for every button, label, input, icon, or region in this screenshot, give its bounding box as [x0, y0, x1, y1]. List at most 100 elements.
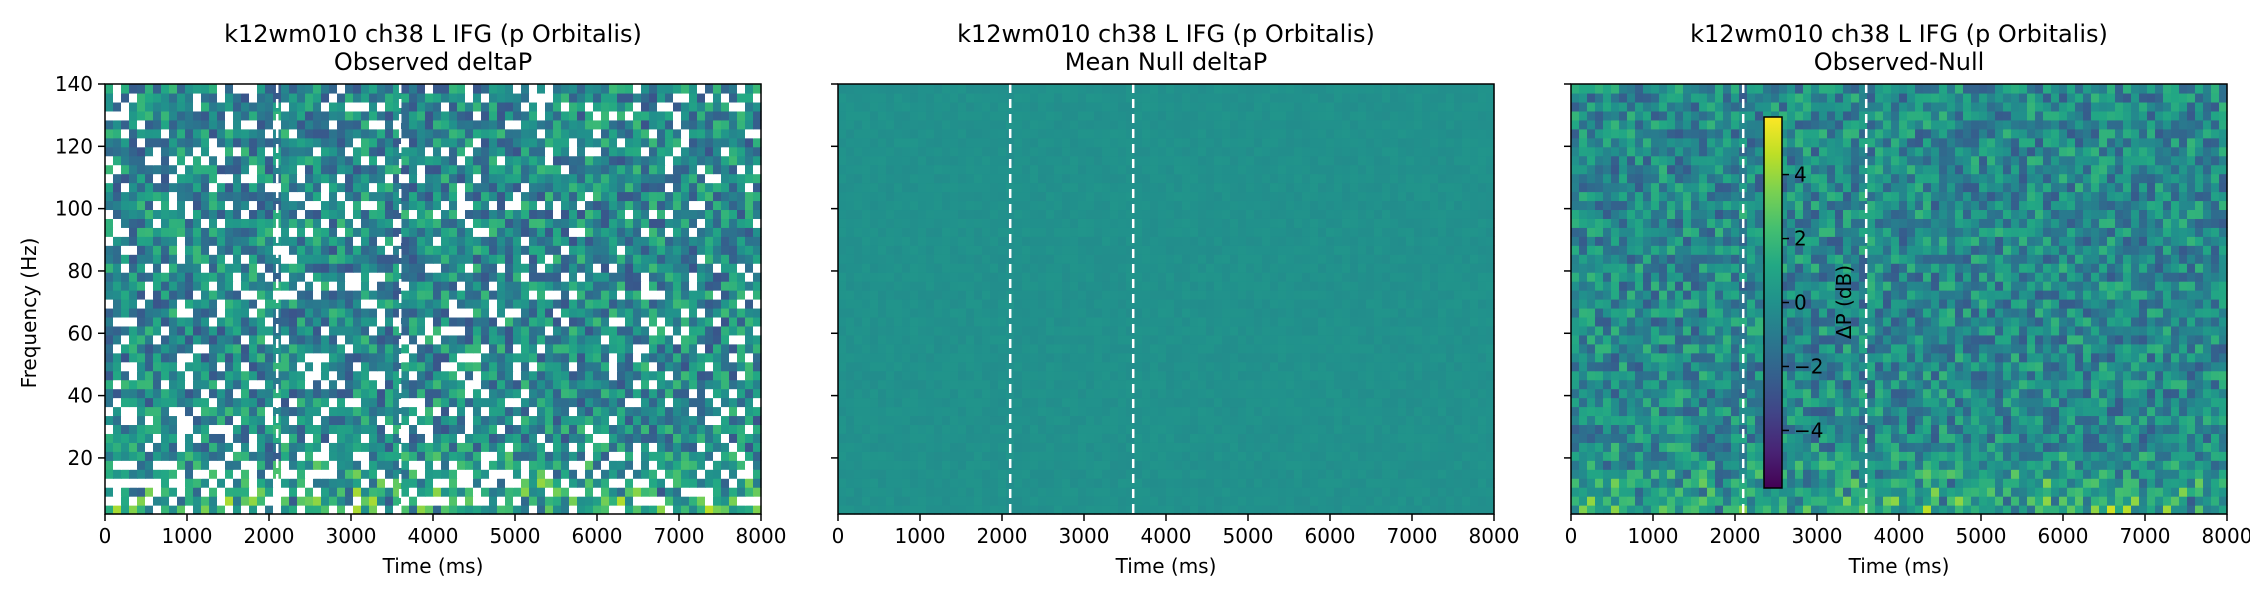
heatmap-cell: [369, 496, 378, 506]
heatmap-cell: [1254, 469, 1263, 479]
heatmap-cell: [545, 110, 554, 121]
heatmap-cell: [641, 299, 650, 309]
heatmap-cell: [1046, 433, 1055, 443]
heatmap-cell: [497, 379, 506, 390]
heatmap-cell: [177, 325, 186, 336]
heatmap-cell: [185, 307, 194, 318]
heatmap-cell: [257, 245, 266, 255]
heatmap-cell: [1062, 406, 1071, 417]
heatmap-cell: [257, 155, 266, 166]
heatmap-cell: [489, 424, 498, 434]
heatmap-cell: [1174, 424, 1183, 434]
heatmap-cell: [705, 496, 714, 506]
heatmap-cell: [465, 352, 474, 363]
heatmap-cell: [1246, 469, 1255, 479]
heatmap-cell: [337, 397, 346, 408]
heatmap-cell: [393, 352, 402, 363]
heatmap-cell: [689, 406, 698, 417]
heatmap-cell: [513, 460, 522, 470]
heatmap-cell: [609, 137, 618, 148]
heatmap-cell: [601, 200, 610, 211]
heatmap-cell: [409, 209, 418, 219]
heatmap-cell: [249, 137, 258, 148]
heatmap-cell: [393, 406, 402, 417]
heatmap-cell: [385, 191, 394, 202]
heatmap-cell: [705, 254, 714, 264]
heatmap-cell: [137, 155, 146, 166]
heatmap-cell: [449, 424, 458, 434]
heatmap-cell: [521, 92, 530, 103]
heatmap-cell: [982, 397, 991, 408]
heatmap-cell: [513, 182, 522, 193]
heatmap-cell: [225, 84, 234, 94]
heatmap-cell: [121, 236, 130, 246]
heatmap-cell: [145, 218, 154, 228]
heatmap-cell: [537, 299, 546, 309]
heatmap-cell: [1342, 424, 1351, 434]
heatmap-cell: [681, 218, 690, 228]
heatmap-cell: [225, 460, 234, 470]
heatmap-cell: [1150, 487, 1159, 497]
heatmap-cell: [1230, 460, 1239, 470]
heatmap-cell: [1238, 433, 1247, 443]
heatmap-cell: [1454, 496, 1463, 506]
heatmap-cell: [846, 406, 855, 417]
heatmap-cell: [249, 191, 258, 202]
heatmap-cell: [337, 84, 346, 94]
heatmap-cell: [585, 119, 594, 130]
heatmap-cell: [1102, 424, 1111, 434]
heatmap-cell: [249, 272, 258, 282]
heatmap-cell: [449, 316, 458, 327]
heatmap-cell: [705, 119, 714, 130]
heatmap-cell: [257, 460, 266, 470]
heatmap-cell: [942, 505, 951, 515]
heatmap-cell: [401, 101, 410, 112]
heatmap-cell: [713, 290, 722, 300]
heatmap-cell: [609, 307, 618, 318]
heatmap-cell: [201, 209, 210, 219]
heatmap-cell: [1382, 487, 1391, 497]
heatmap-cell: [481, 101, 490, 112]
heatmap-cell: [377, 505, 386, 515]
heatmap-cell: [497, 191, 506, 202]
heatmap-cell: [713, 388, 722, 399]
heatmap-cell: [665, 119, 674, 130]
heatmap-cell: [721, 101, 730, 112]
heatmap-cell: [241, 146, 250, 157]
heatmap-cell: [1406, 460, 1415, 470]
heatmap-cell: [1262, 469, 1271, 479]
heatmap-cell: [441, 209, 450, 219]
heatmap-cell: [1014, 469, 1023, 479]
heatmap-cell: [753, 343, 762, 354]
heatmap-cell: [497, 272, 506, 282]
heatmap-cell: [1118, 505, 1127, 515]
heatmap-cell: [886, 478, 895, 488]
heatmap-cell: [617, 254, 626, 264]
heatmap-cell: [257, 101, 266, 112]
heatmap-cell: [918, 478, 927, 488]
heatmap-cell: [249, 478, 258, 488]
heatmap-cell: [497, 460, 506, 470]
heatmap-cell: [950, 496, 959, 506]
heatmap-cell: [497, 352, 506, 363]
heatmap-cell: [345, 379, 354, 390]
heatmap-cell: [353, 316, 362, 327]
heatmap-cell: [553, 200, 562, 211]
heatmap-cell: [401, 218, 410, 228]
heatmap-cell: [409, 92, 418, 103]
heatmap-cell: [1054, 451, 1063, 461]
heatmap-cell: [473, 272, 482, 282]
heatmap-cell: [329, 325, 338, 336]
heatmap-cell: [513, 191, 522, 202]
heatmap-cell: [1246, 496, 1255, 506]
heatmap-cell: [425, 272, 434, 282]
heatmap-cell: [1182, 487, 1191, 497]
heatmap-cell: [561, 478, 570, 488]
heatmap-cell: [385, 227, 394, 237]
heatmap-cell: [569, 254, 578, 264]
heatmap-cell: [321, 334, 330, 345]
heatmap-cell: [673, 218, 682, 228]
heatmap-cell: [1358, 415, 1367, 426]
heatmap-cell: [513, 415, 522, 426]
heatmap-cell: [177, 343, 186, 354]
